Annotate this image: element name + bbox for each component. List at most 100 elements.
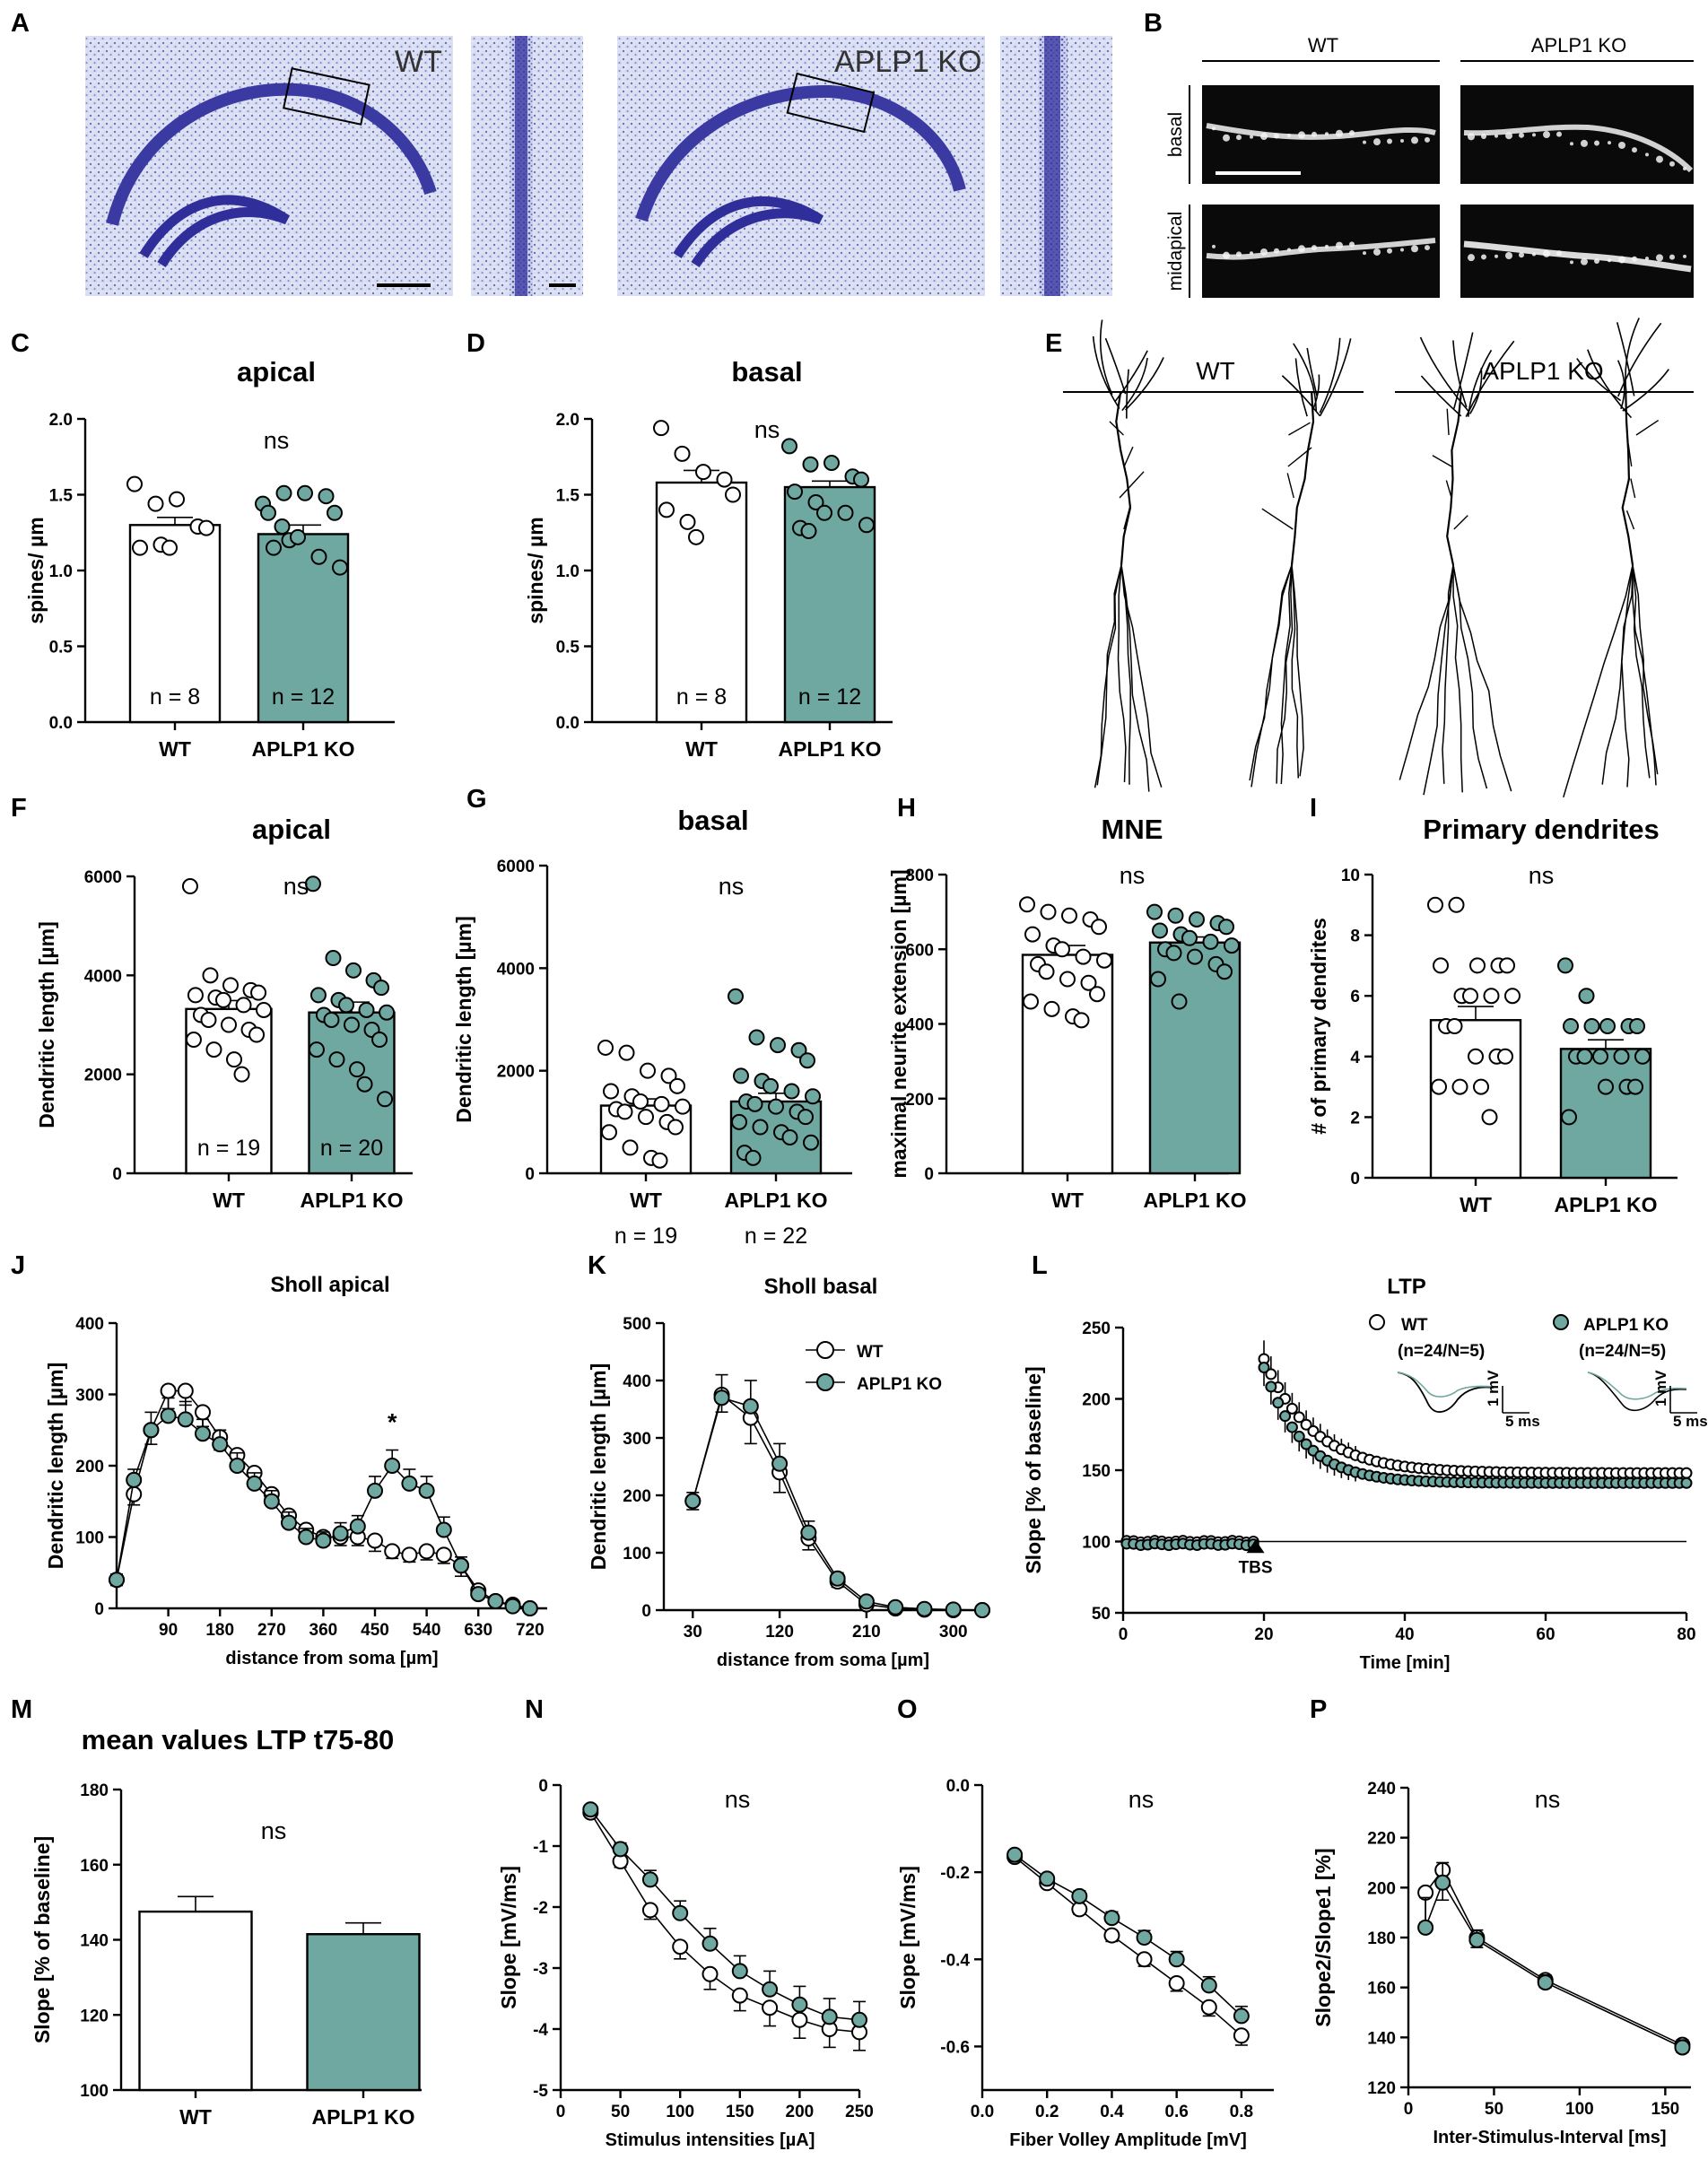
- data-point-ko: [1537, 1974, 1554, 1991]
- data-point: [1634, 1048, 1651, 1065]
- basal-dendrite: [1452, 564, 1463, 793]
- basal-dendrite: [1249, 564, 1293, 781]
- chart-c: apical spines/ µm 0.0 0.5 1.0 1.5 2.0 WT n = 8 AP…: [24, 356, 395, 761]
- scale-label-time: 5 ms: [1505, 1413, 1540, 1430]
- data-point-ko: [945, 1601, 962, 1618]
- spine: [1594, 257, 1599, 264]
- chart-p: Slope2/Slope1 [%] 120 140 160 180 200 220 240 0 5…: [1312, 1780, 1691, 2147]
- y-tick-label: 220: [1367, 1830, 1396, 1849]
- apical-trunk: [1115, 392, 1132, 566]
- spine: [1212, 244, 1216, 248]
- row-label-basal: basal: [1165, 112, 1186, 157]
- row-label-midapical: midapical: [1165, 212, 1186, 292]
- y-tick-label: 400: [905, 1016, 934, 1035]
- spine: [1645, 152, 1649, 157]
- spine: [1212, 126, 1216, 131]
- data-point-wt: [367, 1532, 383, 1549]
- x-tick-label: 50: [611, 2103, 630, 2121]
- significance-label: ns: [283, 873, 309, 900]
- data-point-ko: [887, 1598, 904, 1616]
- data-point: [733, 1067, 749, 1084]
- y-tick-label: 140: [1367, 2029, 1396, 2048]
- data-point: [748, 1029, 765, 1046]
- oblique-branch: [1635, 420, 1660, 436]
- spine: [1287, 248, 1291, 252]
- data-point: [275, 484, 292, 501]
- data-point: [304, 875, 321, 893]
- data-point: [235, 997, 252, 1014]
- data-point-ko: [229, 1458, 246, 1474]
- n-label: n = 12: [798, 684, 861, 710]
- data-point: [345, 962, 362, 979]
- data-point: [728, 988, 744, 1005]
- apical-tuft-branch: [1625, 318, 1640, 395]
- panel-b-dendrites: WT APLP1 KO basal midapical: [1165, 34, 1694, 298]
- spine: [1425, 245, 1430, 251]
- spine: [1632, 256, 1637, 262]
- data-point-ko: [315, 1532, 332, 1549]
- panel-label-f: F: [11, 794, 27, 823]
- spine: [1274, 248, 1279, 254]
- data-point: [1024, 926, 1041, 943]
- data-point-ko: [800, 1524, 817, 1541]
- y-tick-label: 200: [75, 1458, 104, 1476]
- data-point: [1462, 988, 1478, 1005]
- apical-trunk: [1621, 392, 1634, 566]
- category-label: WT: [179, 2105, 212, 2129]
- y-axis-label: Slope2/Slope1 [%]: [1312, 1848, 1335, 2026]
- y-tick-label: 8: [1350, 928, 1360, 946]
- data-point-ko: [332, 1525, 349, 1542]
- apical-tuft-branch: [1306, 347, 1318, 397]
- spine: [1468, 133, 1475, 141]
- data-point: [688, 528, 704, 545]
- basal-dendrite: [1120, 564, 1150, 792]
- data-point-wt: [702, 1965, 719, 1982]
- data-point: [1563, 1018, 1579, 1034]
- spine: [1632, 147, 1637, 153]
- significance-label: ns: [261, 1817, 287, 1844]
- data-point: [1023, 993, 1039, 1010]
- x-tick-label: 50: [1485, 2100, 1503, 2119]
- x-tick-label: 250: [845, 2103, 874, 2121]
- data-point: [379, 1004, 396, 1021]
- y-tick-label: 0: [924, 1165, 934, 1184]
- x-tick-label: 720: [516, 1621, 545, 1640]
- data-point-wt: [1200, 1999, 1217, 2016]
- apical-tuft-branch: [1092, 335, 1120, 409]
- basal-dendrite: [1291, 564, 1300, 779]
- spine: [1387, 138, 1392, 144]
- data-point: [1146, 903, 1163, 920]
- oblique-branch: [1625, 510, 1635, 530]
- y-tick-label: 150: [1082, 1462, 1111, 1481]
- basal-ko-dendrite: [1463, 124, 1694, 173]
- apical-tuft-branch: [1104, 337, 1127, 395]
- panel-labels: A B C D E F G H I J K L M N O P: [11, 9, 1327, 1724]
- data-point: [640, 1062, 656, 1079]
- spine: [1336, 241, 1343, 249]
- x-axis-label: Time [min]: [1360, 1653, 1451, 1673]
- data-point: [1561, 1109, 1577, 1126]
- data-point: [318, 488, 335, 505]
- y-tick-label: -0.4: [940, 1951, 970, 1970]
- x-tick-label: 270: [257, 1621, 286, 1640]
- y-tick-label: 4000: [84, 967, 122, 986]
- data-point-ko: [713, 1389, 730, 1407]
- x-tick-label: 0.8: [1230, 2103, 1253, 2121]
- data-point: [323, 1011, 340, 1028]
- data-point: [344, 1016, 360, 1033]
- series-line-wt: [589, 1812, 860, 2034]
- x-tick-label: 20: [1254, 1625, 1273, 1644]
- scale-label-voltage: 1 mV: [1652, 1370, 1669, 1407]
- data-point: [783, 1083, 800, 1100]
- data-point-ko: [177, 1411, 194, 1428]
- n-label: n = 19: [614, 1224, 677, 1249]
- category-label: APLP1 KO: [300, 1189, 403, 1212]
- panel-label-h: H: [897, 794, 916, 823]
- spine: [1325, 132, 1329, 136]
- y-axis-label: spines/ µm: [524, 517, 547, 623]
- apical-tuft-branch: [1114, 350, 1148, 403]
- data-point: [745, 1149, 762, 1166]
- spine: [1349, 241, 1355, 248]
- spine: [1274, 133, 1279, 139]
- category-label: WT: [630, 1189, 662, 1212]
